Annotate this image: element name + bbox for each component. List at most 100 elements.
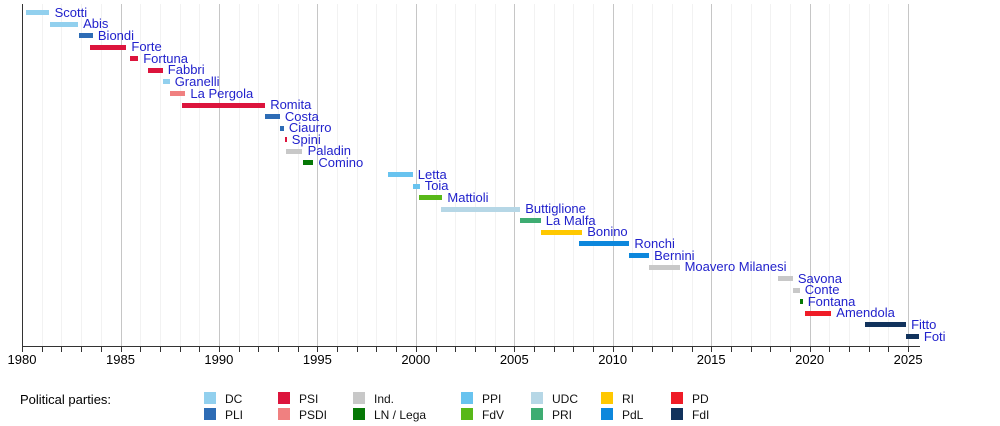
axis-tick-label: 2000 (401, 352, 431, 367)
gridline (612, 4, 614, 346)
gridline (238, 4, 240, 346)
gridline (809, 4, 811, 346)
timeline-bar-label[interactable]: Spini (291, 131, 321, 147)
timeline-bar-label[interactable]: Biondi (97, 27, 135, 43)
legend-item-label: PSI (299, 392, 319, 406)
axis-tick (612, 347, 614, 352)
timeline-bar-label[interactable]: La Malfa (545, 212, 596, 228)
timeline-bar (284, 137, 287, 143)
axis-tick (691, 347, 693, 352)
timeline-bar (285, 148, 303, 154)
timeline-bar-label[interactable]: Savona (797, 270, 842, 286)
axis-tick (415, 347, 417, 352)
axis-tick (278, 347, 279, 352)
axis-tick (337, 347, 338, 352)
timeline-bar-label[interactable]: Foti (923, 328, 946, 344)
gridline (159, 4, 161, 346)
legend-swatch (531, 392, 543, 404)
axis-tick (100, 347, 102, 352)
timeline-bar-label[interactable]: La Pergola (190, 85, 254, 101)
gridline (514, 4, 516, 346)
timeline-bar-label[interactable]: Mattioli (447, 189, 489, 205)
timeline-bar-label[interactable]: Amendola (836, 305, 895, 321)
gridline (750, 4, 752, 346)
gridline (908, 4, 910, 346)
axis-tick (199, 347, 201, 352)
timeline-bar-label[interactable]: Ciaurro (288, 120, 332, 136)
timeline-bar (579, 241, 630, 247)
timeline-bar-label[interactable]: Moavero Milanesi (684, 259, 787, 274)
axis-tick (356, 347, 358, 352)
timeline-bar-label[interactable]: Bonino (587, 224, 628, 240)
timeline-bar (25, 10, 50, 15)
legend-swatch (204, 392, 216, 404)
timeline-bar (162, 79, 170, 85)
legend-item-label: PD (692, 392, 709, 406)
timeline-bar (540, 229, 583, 235)
timeline-bar-label[interactable]: Bernini (654, 247, 695, 263)
gridline (691, 4, 693, 346)
axis-tick (809, 347, 811, 352)
axis-tick (730, 347, 732, 352)
legend-swatch (204, 408, 216, 420)
timeline-bar (441, 206, 521, 212)
axis-tick (888, 347, 890, 352)
timeline-bar-label[interactable]: Buttiglione (525, 201, 586, 217)
axis-tick (632, 347, 634, 352)
gridline (278, 4, 279, 346)
timeline-bar-label[interactable]: Fabbri (167, 62, 205, 78)
axis-tick-label: 2005 (499, 352, 529, 367)
timeline-bar-label[interactable]: Scotti (54, 4, 88, 20)
timeline-bar-label[interactable]: Costa (284, 108, 319, 124)
legend-swatch (461, 408, 473, 420)
timeline-bar (89, 44, 127, 50)
legend-swatch (531, 408, 543, 420)
gridline (317, 4, 319, 346)
legend-swatch (601, 408, 613, 420)
axis-tick (61, 347, 63, 352)
gridline (593, 4, 594, 346)
legend-item-label: DC (225, 392, 243, 406)
timeline-bar-label[interactable]: Paladin (307, 143, 351, 159)
timeline-bar (799, 299, 803, 305)
gridline (337, 4, 338, 346)
gridline (494, 4, 496, 346)
legend-swatch (353, 392, 365, 404)
axis-tick (494, 347, 496, 352)
axis-tick (671, 347, 673, 352)
axis-tick-label: 2015 (696, 352, 726, 367)
timeline-bar-label[interactable]: Granelli (174, 73, 220, 89)
axis-tick-label: 2025 (893, 352, 923, 367)
timeline-bar (265, 114, 280, 120)
timeline-bar-label[interactable]: Toia (424, 178, 449, 194)
timeline-bar-label[interactable]: Conte (804, 282, 840, 298)
y-axis-line (22, 4, 23, 346)
gridline (888, 4, 890, 346)
gridline (671, 4, 673, 346)
timeline-bar (629, 253, 650, 258)
timeline-bar-label[interactable]: Ronchi (634, 235, 675, 251)
timeline-bar-label[interactable]: Fortuna (143, 50, 188, 66)
gridline (356, 4, 358, 346)
timeline-bar-label[interactable]: Comino (318, 154, 364, 170)
gridline (730, 4, 732, 346)
axis-tick-label: 1985 (106, 352, 135, 367)
timeline-bar-label[interactable]: Forte (131, 39, 162, 55)
timeline-bar (148, 67, 163, 73)
gridline (41, 4, 43, 346)
gridline (711, 4, 713, 346)
axis-tick (908, 347, 910, 352)
timeline-bar-label[interactable]: Abis (83, 16, 109, 32)
legend-item-label: UDC (552, 392, 578, 406)
axis-tick (435, 347, 437, 352)
timeline-bar-label[interactable]: Letta (417, 166, 447, 182)
timeline-bar (412, 183, 420, 189)
timeline-bar-label[interactable]: Fontana (807, 293, 856, 309)
legend-item-label: FdV (482, 408, 505, 422)
gridline (218, 4, 220, 346)
gridline (573, 4, 575, 346)
legend-item-label: PPI (482, 392, 502, 406)
gridline (829, 4, 831, 346)
timeline-bar-label[interactable]: Romita (270, 97, 312, 113)
timeline-bar-label[interactable]: Fitto (911, 316, 937, 332)
